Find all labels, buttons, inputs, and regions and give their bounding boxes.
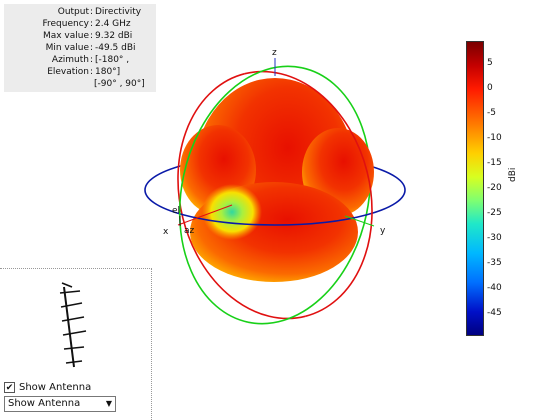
- colorbar-tick: -25: [487, 208, 502, 218]
- el-label: el: [172, 206, 180, 216]
- colorbar: [466, 41, 484, 336]
- dropdown-selected-value: Show Antenna: [8, 398, 81, 409]
- show-antenna-checkbox-row[interactable]: ✔ Show Antenna: [4, 380, 91, 394]
- info-value: 9.32 dBi: [95, 31, 133, 41]
- x-axis-line: [177, 204, 233, 226]
- info-row-elevation-range: [-90° , 90°]: [4, 78, 156, 90]
- info-key: Frequency: [42, 19, 90, 29]
- colorbar-tick: -20: [487, 183, 502, 193]
- show-antenna-checkbox[interactable]: ✔: [4, 381, 15, 393]
- pattern-surface: [180, 78, 374, 282]
- colorbar-tick: -35: [487, 258, 502, 268]
- colorbar-ticks: 5 0 -5 -10 -15 -20 -25 -30 -35 -40 -45: [487, 40, 507, 340]
- info-row-min-value: Min value : -49.5 dBi: [45, 43, 136, 53]
- antenna-preview-drawing: [59, 282, 87, 368]
- colorbar-tick: -40: [487, 283, 502, 293]
- info-value: 180°]: [95, 67, 121, 77]
- chevron-down-icon[interactable]: ▼: [105, 399, 112, 408]
- info-row-elevation: Elevation : 180°]: [47, 67, 121, 77]
- info-key: Min value: [45, 43, 89, 53]
- antenna-view-dropdown[interactable]: Show Antenna ▼: [4, 396, 116, 412]
- colorbar-tick: -45: [487, 308, 502, 318]
- info-key: Elevation: [47, 67, 89, 77]
- info-row-azimuth: Azimuth : [-180° ,: [51, 55, 130, 65]
- y-axis-label: y: [380, 226, 386, 236]
- colorbar-tick: -15: [487, 158, 502, 168]
- elevation-circle-red-front: [244, 70, 373, 318]
- colorbar-tick: -10: [487, 133, 502, 143]
- z-axis-label: z: [272, 48, 277, 58]
- info-key: Max value: [42, 31, 89, 41]
- info-row-output: Output : Directivity: [57, 7, 142, 17]
- info-row-max-value: Max value : 9.32 dBi: [42, 31, 133, 41]
- y-axis-line: [344, 215, 375, 227]
- elevation-circle-green-front: [178, 65, 303, 323]
- info-key: Output: [57, 7, 89, 17]
- colorbar-unit-label: dBi: [508, 167, 518, 182]
- colorbar-tick: -5: [487, 108, 496, 118]
- info-value: 2.4 GHz: [95, 19, 131, 29]
- colorbar-tick: 5: [487, 58, 493, 68]
- info-value: [-180° ,: [95, 55, 130, 65]
- az-label: az: [184, 226, 195, 236]
- info-row-frequency: Frequency : 2.4 GHz: [42, 19, 131, 29]
- elevation-circle-red-back: [177, 72, 306, 320]
- x-axis-label: x: [163, 227, 169, 237]
- antenna-preview-panel: [0, 268, 152, 420]
- info-value: [-90° , 90°]: [94, 79, 145, 89]
- info-key: Azimuth: [51, 55, 89, 65]
- colorbar-tick: -30: [487, 233, 502, 243]
- colorbar-tick: 0: [487, 83, 493, 93]
- info-panel: Output : Directivity Frequency : 2.4 GHz…: [4, 4, 156, 92]
- azimuth-circle-front: [144, 189, 406, 226]
- info-value: Directivity: [95, 7, 142, 17]
- show-antenna-label: Show Antenna: [19, 381, 92, 393]
- info-value: -49.5 dBi: [95, 43, 136, 53]
